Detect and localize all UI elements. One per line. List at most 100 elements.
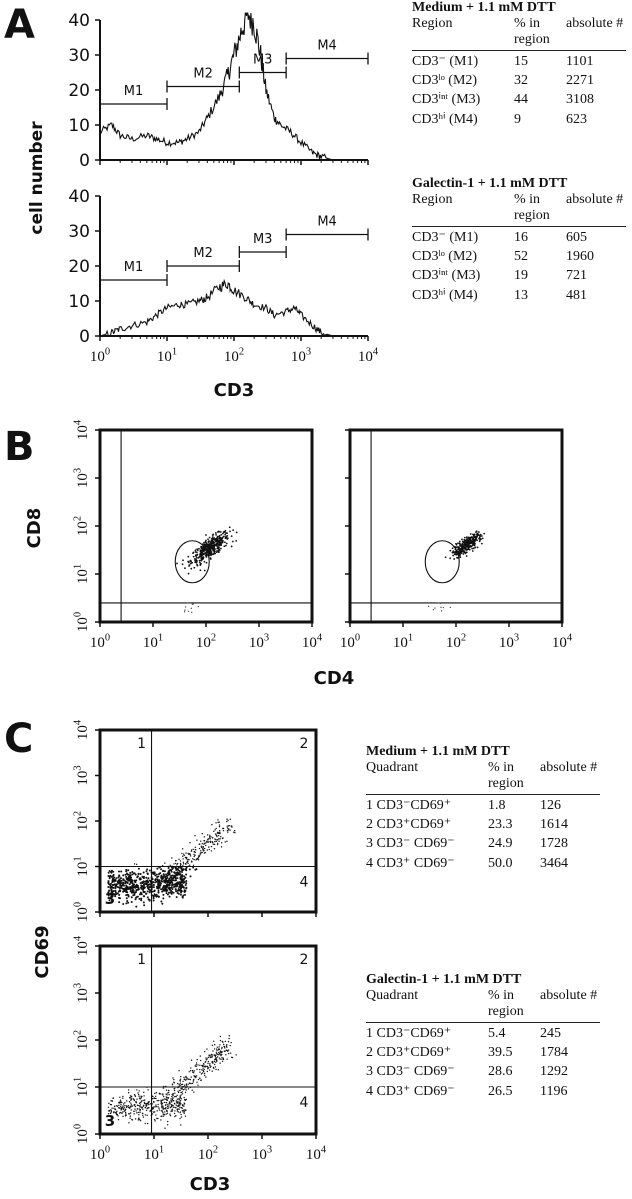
data-point — [177, 1101, 179, 1104]
data-point — [213, 830, 215, 833]
header-absolute: absolute # — [540, 988, 598, 1004]
data-point — [125, 868, 128, 871]
header-percent: % in region — [514, 192, 550, 224]
data-point — [145, 1109, 148, 1111]
data-point — [110, 1100, 112, 1102]
data-point — [152, 899, 155, 902]
data-point — [128, 1101, 131, 1103]
x-tick-label: 102 — [446, 632, 466, 651]
data-point — [135, 896, 138, 899]
data-point — [112, 870, 115, 873]
data-point — [185, 852, 187, 854]
data-point — [136, 876, 139, 879]
data-point — [218, 549, 221, 552]
data-point — [219, 531, 222, 533]
data-point — [122, 1115, 124, 1118]
data-point — [157, 1103, 159, 1106]
data-point — [194, 551, 197, 553]
data-point — [131, 1105, 134, 1107]
y-tick-label: 30 — [68, 222, 90, 242]
data-point — [212, 549, 215, 552]
data-point — [178, 873, 181, 876]
y-tick-label: 104 — [72, 935, 91, 956]
data-point — [138, 1102, 141, 1104]
data-point — [145, 892, 148, 895]
data-point — [166, 1094, 168, 1096]
x-tick-label: 101 — [144, 1144, 164, 1163]
data-point — [440, 610, 443, 612]
data-point — [151, 890, 154, 893]
data-point — [159, 882, 162, 885]
data-point — [235, 1054, 237, 1056]
data-point — [127, 1089, 130, 1091]
data-point — [212, 843, 214, 845]
header-quadrant: Quadrant — [366, 760, 419, 776]
data-point — [232, 540, 234, 543]
data-point — [208, 836, 211, 838]
data-point — [118, 878, 121, 881]
data-point — [180, 865, 183, 868]
x-tick-label: 102 — [224, 346, 244, 365]
data-point — [171, 857, 173, 859]
data-point — [180, 889, 183, 892]
data-point — [160, 1100, 162, 1103]
data-point — [125, 1105, 127, 1107]
data-point — [181, 881, 184, 884]
data-point — [215, 1054, 217, 1057]
data-point — [468, 548, 471, 551]
data-point — [120, 1105, 122, 1108]
data-point — [179, 1099, 182, 1102]
data-point — [203, 840, 205, 842]
cell-quadrant: 4 CD3⁺ CD69⁻ — [366, 1083, 455, 1099]
data-point — [202, 1070, 205, 1073]
data-point — [177, 1091, 180, 1094]
data-point — [175, 860, 177, 862]
data-point — [219, 547, 222, 550]
data-point — [176, 864, 178, 866]
data-point — [168, 895, 171, 898]
data-point — [112, 880, 115, 883]
data-point — [118, 901, 121, 904]
data-point — [136, 1104, 139, 1107]
data-point — [199, 564, 202, 566]
data-point — [158, 1109, 161, 1111]
data-point — [223, 1046, 226, 1048]
quadrant-label-3: 3 — [105, 1112, 115, 1130]
data-point — [469, 540, 472, 543]
data-point — [212, 533, 215, 536]
data-point — [165, 1113, 167, 1115]
table-c-medium: Medium + 1.1 mM DTT Quadrant % in region… — [366, 744, 600, 872]
data-point — [152, 883, 155, 886]
data-point — [107, 1106, 110, 1109]
cell-quadrant: 3 CD3⁻ CD69⁻ — [366, 836, 455, 852]
data-point — [463, 536, 466, 539]
data-point — [114, 889, 117, 892]
data-point — [188, 565, 190, 567]
data-point — [207, 1060, 210, 1063]
data-point — [219, 1051, 222, 1053]
header-percent: % in region — [514, 16, 550, 48]
data-point — [198, 843, 200, 846]
data-point — [206, 554, 209, 556]
data-point — [192, 864, 195, 866]
data-point — [198, 855, 201, 857]
data-point — [138, 1090, 140, 1092]
data-point — [166, 1112, 169, 1115]
data-point — [183, 1111, 186, 1113]
data-point — [178, 1098, 180, 1101]
data-point — [457, 548, 460, 551]
data-point — [226, 825, 228, 827]
data-point — [206, 1070, 208, 1073]
data-point — [180, 877, 183, 880]
data-point — [201, 549, 204, 551]
data-point — [164, 881, 167, 884]
table-row: 4 CD3⁺ CD69⁻ 50.0 3464 — [366, 856, 600, 872]
data-point — [202, 849, 204, 851]
data-point — [161, 877, 164, 880]
data-point — [164, 862, 166, 864]
data-point — [215, 539, 217, 542]
data-point — [171, 1083, 174, 1085]
data-point — [126, 891, 129, 894]
data-point — [127, 1092, 130, 1094]
panel-letter-b: B — [4, 424, 35, 470]
